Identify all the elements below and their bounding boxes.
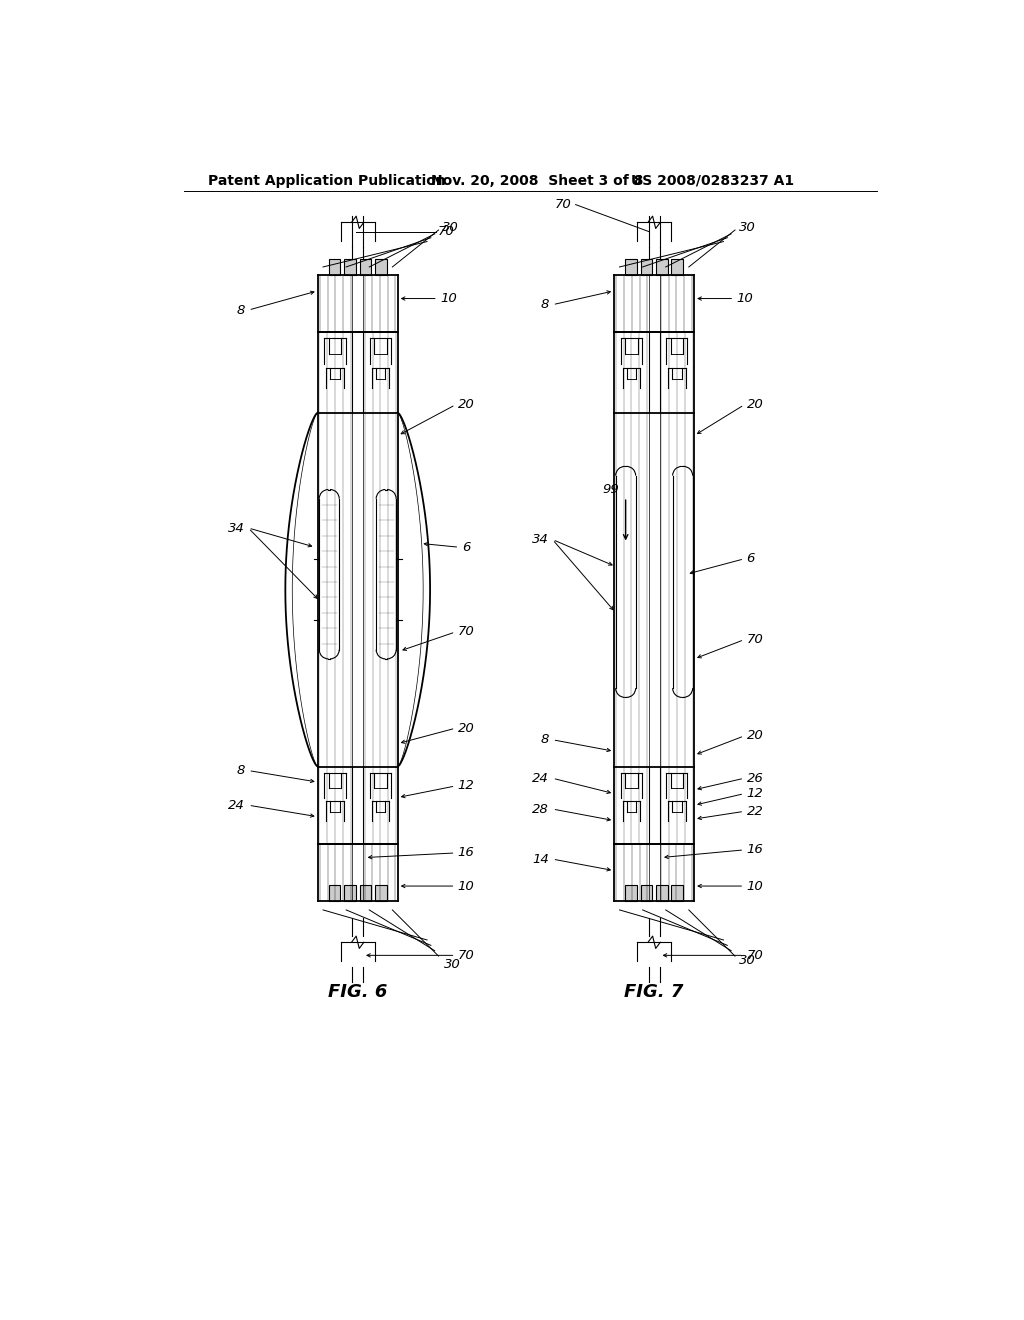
Text: 30: 30 bbox=[739, 222, 756, 234]
Bar bbox=[626, 259, 637, 276]
Text: 12: 12 bbox=[458, 779, 474, 792]
Text: US 2008/0283237 A1: US 2008/0283237 A1 bbox=[631, 174, 795, 187]
Bar bbox=[344, 884, 355, 902]
Text: 20: 20 bbox=[458, 722, 474, 735]
Text: 12: 12 bbox=[746, 787, 763, 800]
Bar bbox=[672, 259, 683, 276]
Text: 70: 70 bbox=[458, 949, 474, 962]
Text: Patent Application Publication: Patent Application Publication bbox=[208, 174, 445, 187]
Text: 10: 10 bbox=[458, 879, 474, 892]
Text: 24: 24 bbox=[531, 772, 549, 785]
Text: FIG. 6: FIG. 6 bbox=[328, 982, 387, 1001]
Text: 70: 70 bbox=[458, 626, 474, 639]
Bar bbox=[375, 259, 387, 276]
Text: 16: 16 bbox=[746, 843, 763, 857]
Bar bbox=[641, 259, 652, 276]
Text: Nov. 20, 2008  Sheet 3 of 8: Nov. 20, 2008 Sheet 3 of 8 bbox=[431, 174, 643, 187]
Bar bbox=[329, 884, 340, 902]
Text: 8: 8 bbox=[541, 733, 549, 746]
Bar bbox=[344, 259, 355, 276]
Text: 30: 30 bbox=[442, 222, 459, 234]
Text: 34: 34 bbox=[227, 521, 245, 535]
Text: 20: 20 bbox=[746, 730, 763, 742]
Text: 14: 14 bbox=[531, 853, 549, 866]
Bar bbox=[656, 259, 668, 276]
Bar bbox=[672, 884, 683, 902]
Bar bbox=[375, 884, 387, 902]
Text: 28: 28 bbox=[531, 803, 549, 816]
Text: 8: 8 bbox=[237, 764, 245, 777]
Text: 10: 10 bbox=[746, 879, 763, 892]
Bar bbox=[359, 259, 371, 276]
Text: FIG. 7: FIG. 7 bbox=[625, 982, 684, 1001]
Bar bbox=[641, 884, 652, 902]
Text: 20: 20 bbox=[746, 399, 763, 412]
Text: 24: 24 bbox=[227, 799, 245, 812]
Text: 34: 34 bbox=[531, 533, 549, 546]
Text: 10: 10 bbox=[736, 292, 754, 305]
Bar bbox=[626, 884, 637, 902]
Bar bbox=[329, 259, 340, 276]
Bar bbox=[656, 884, 668, 902]
Text: 6: 6 bbox=[463, 541, 471, 554]
Text: 70: 70 bbox=[555, 198, 571, 211]
Text: 70: 70 bbox=[438, 224, 455, 238]
Text: 70: 70 bbox=[746, 949, 763, 962]
Bar bbox=[359, 884, 371, 902]
Text: 10: 10 bbox=[440, 292, 457, 305]
Text: 6: 6 bbox=[746, 552, 755, 565]
Text: 22: 22 bbox=[746, 805, 763, 818]
Text: 8: 8 bbox=[237, 304, 245, 317]
Text: 16: 16 bbox=[458, 846, 474, 859]
Text: 99: 99 bbox=[603, 483, 620, 496]
Text: 20: 20 bbox=[458, 399, 474, 412]
Text: 30: 30 bbox=[444, 958, 461, 972]
Text: 8: 8 bbox=[541, 298, 549, 312]
Text: 30: 30 bbox=[739, 954, 756, 968]
Text: 26: 26 bbox=[746, 772, 763, 785]
Text: 70: 70 bbox=[746, 634, 763, 647]
